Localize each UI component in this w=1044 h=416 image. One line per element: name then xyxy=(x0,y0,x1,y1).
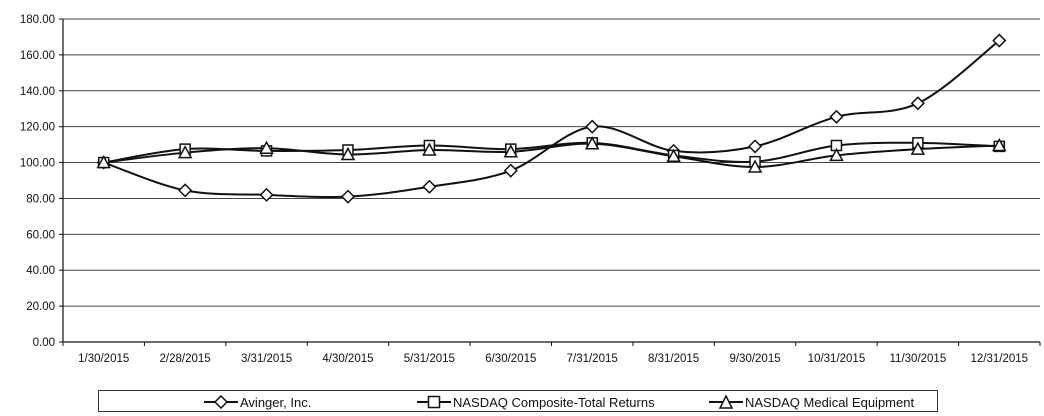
line-chart: 0.00 20.00 40.00 60.00 80.00 100.00 120.00 140.… xyxy=(20,14,1041,365)
square-marker-icon xyxy=(417,395,451,409)
x-tick-label: 6/30/2015 xyxy=(485,353,536,365)
data-point-avinger-inc xyxy=(340,189,356,204)
series-markers xyxy=(96,33,1007,204)
data-point-avinger-inc xyxy=(585,119,600,134)
series-lines xyxy=(103,39,1000,199)
y-tick-labels: 0.00 20.00 40.00 60.00 80.00 100.00 120.00 140.… xyxy=(20,14,55,349)
data-point-nasdaq-medical-equipment xyxy=(422,142,437,156)
data-point-nasdaq-medical-equipment xyxy=(584,136,600,150)
x-tick-label: 8/31/2015 xyxy=(648,353,699,365)
data-point-nasdaq-medical-equipment xyxy=(992,137,1007,152)
x-tick-label: 9/30/2015 xyxy=(729,353,780,365)
data-point-nasdaq-medical-equipment xyxy=(96,154,111,169)
legend-label-avinger: Avinger, Inc. xyxy=(240,394,312,410)
y-tick-label: 100.00 xyxy=(20,158,55,170)
x-tick-label: 3/31/2015 xyxy=(241,353,292,365)
legend-label-nasdaq-medical: NASDAQ Medical Equipment xyxy=(745,394,915,410)
data-point-nasdaq-medical-equipment xyxy=(829,147,844,162)
x-tick-label: 1/30/2015 xyxy=(78,353,129,365)
chart-legend: Avinger, Inc. NASDAQ Composite-Total Ret… xyxy=(98,390,938,412)
axes xyxy=(59,18,1041,346)
y-tick-label: 60.00 xyxy=(26,229,55,241)
diamond-marker-icon xyxy=(204,395,238,409)
legend-label-nasdaq-composite: NASDAQ Composite-Total Returns xyxy=(453,394,655,410)
data-point-nasdaq-medical-equipment xyxy=(910,141,926,155)
data-point-nasdaq-medical-equipment xyxy=(177,145,193,159)
data-point-avinger-inc xyxy=(422,179,437,194)
series-line-nasdaq-composite-total-returns xyxy=(103,141,1000,164)
triangle-marker-icon xyxy=(709,395,743,409)
legend-item-nasdaq-medical: NASDAQ Medical Equipment xyxy=(709,393,914,411)
data-point-nasdaq-medical-equipment xyxy=(503,144,519,158)
data-point-avinger-inc xyxy=(503,163,518,178)
data-point-nasdaq-medical-equipment xyxy=(747,159,763,173)
gridlines xyxy=(63,18,1040,307)
x-tick-labels: 1/30/2015 2/28/2015 3/31/2015 4/30/2015 5/31… xyxy=(78,353,1028,365)
x-tick-label: 5/31/2015 xyxy=(404,353,455,365)
data-point-avinger-inc xyxy=(910,96,925,111)
x-tick-label: 12/31/2015 xyxy=(971,353,1029,365)
y-tick-label: 0.00 xyxy=(33,337,55,349)
y-tick-label: 120.00 xyxy=(20,122,55,134)
y-tick-label: 80.00 xyxy=(26,193,55,205)
data-point-avinger-inc xyxy=(747,139,763,154)
data-point-nasdaq-medical-equipment xyxy=(666,148,681,163)
data-point-nasdaq-medical-equipment xyxy=(340,146,356,161)
data-point-avinger-inc xyxy=(992,33,1007,48)
y-tick-label: 20.00 xyxy=(26,301,55,313)
x-tick-label: 10/31/2015 xyxy=(808,353,866,365)
data-point-avinger-inc xyxy=(829,109,844,124)
series-line-avinger-inc xyxy=(103,39,1000,199)
y-tick-label: 140.00 xyxy=(20,86,55,98)
x-tick-label: 7/31/2015 xyxy=(567,353,618,365)
y-tick-label: 160.00 xyxy=(20,50,55,62)
y-tick-label: 40.00 xyxy=(26,265,55,277)
x-tick-label: 2/28/2015 xyxy=(160,353,211,365)
data-point-avinger-inc xyxy=(178,183,193,198)
data-point-nasdaq-medical-equipment xyxy=(259,140,274,154)
legend-item-nasdaq-composite: NASDAQ Composite-Total Returns xyxy=(417,393,655,411)
x-tick-label: 11/30/2015 xyxy=(890,353,947,365)
x-tick-label: 4/30/2015 xyxy=(322,353,373,365)
legend-item-avinger: Avinger, Inc. xyxy=(204,393,311,411)
series-line-nasdaq-medical-equipment xyxy=(103,142,1000,169)
y-tick-label: 180.00 xyxy=(20,14,55,26)
data-point-avinger-inc xyxy=(259,187,274,202)
